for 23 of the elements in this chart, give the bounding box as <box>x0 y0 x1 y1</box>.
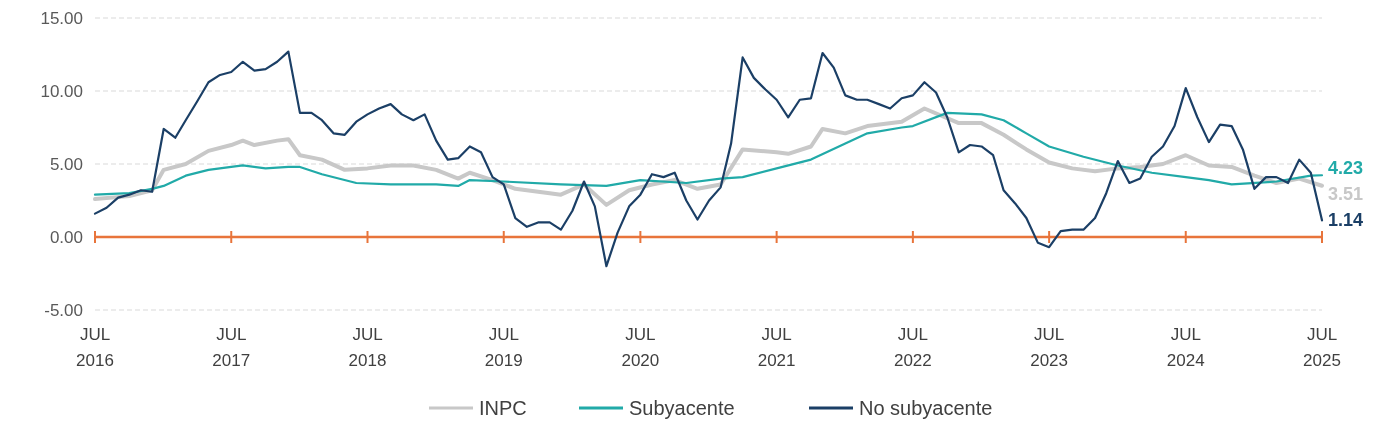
y-tick-label: 0.00 <box>49 227 83 247</box>
x-tick-label: JUL 2022 <box>893 325 932 370</box>
annotation: 1.14 <box>1328 210 1364 231</box>
legend-label: No subyacente <box>859 397 993 419</box>
y-tick-label: 10.00 <box>40 81 83 101</box>
y-tick-label: 5.00 <box>49 154 83 174</box>
line-series <box>93 106 1324 207</box>
x-tick-label: JUL 2019 <box>484 325 523 370</box>
legend-label: Subyacente <box>629 397 735 419</box>
x-tick-label: JUL 2023 <box>1030 325 1069 370</box>
x-tick-label: JUL 2016 <box>76 325 114 370</box>
line-series <box>93 50 1324 268</box>
line-series <box>93 111 1324 196</box>
y-tick-label: -5.00 <box>44 300 83 320</box>
x-tick-label: JUL 2018 <box>348 325 387 370</box>
x-tick-label: JUL 2025 <box>1303 325 1341 370</box>
x-tick-label: JUL 2024 <box>1166 325 1205 370</box>
legend-label: INPC <box>479 397 527 419</box>
x-tick-label: JUL 2021 <box>757 325 796 370</box>
x-tick-label: JUL 2017 <box>212 325 251 370</box>
x-tick-label: JUL 2020 <box>621 325 660 370</box>
y-tick-label: 15.00 <box>40 8 83 28</box>
annotation: 4.23 <box>1328 158 1364 179</box>
